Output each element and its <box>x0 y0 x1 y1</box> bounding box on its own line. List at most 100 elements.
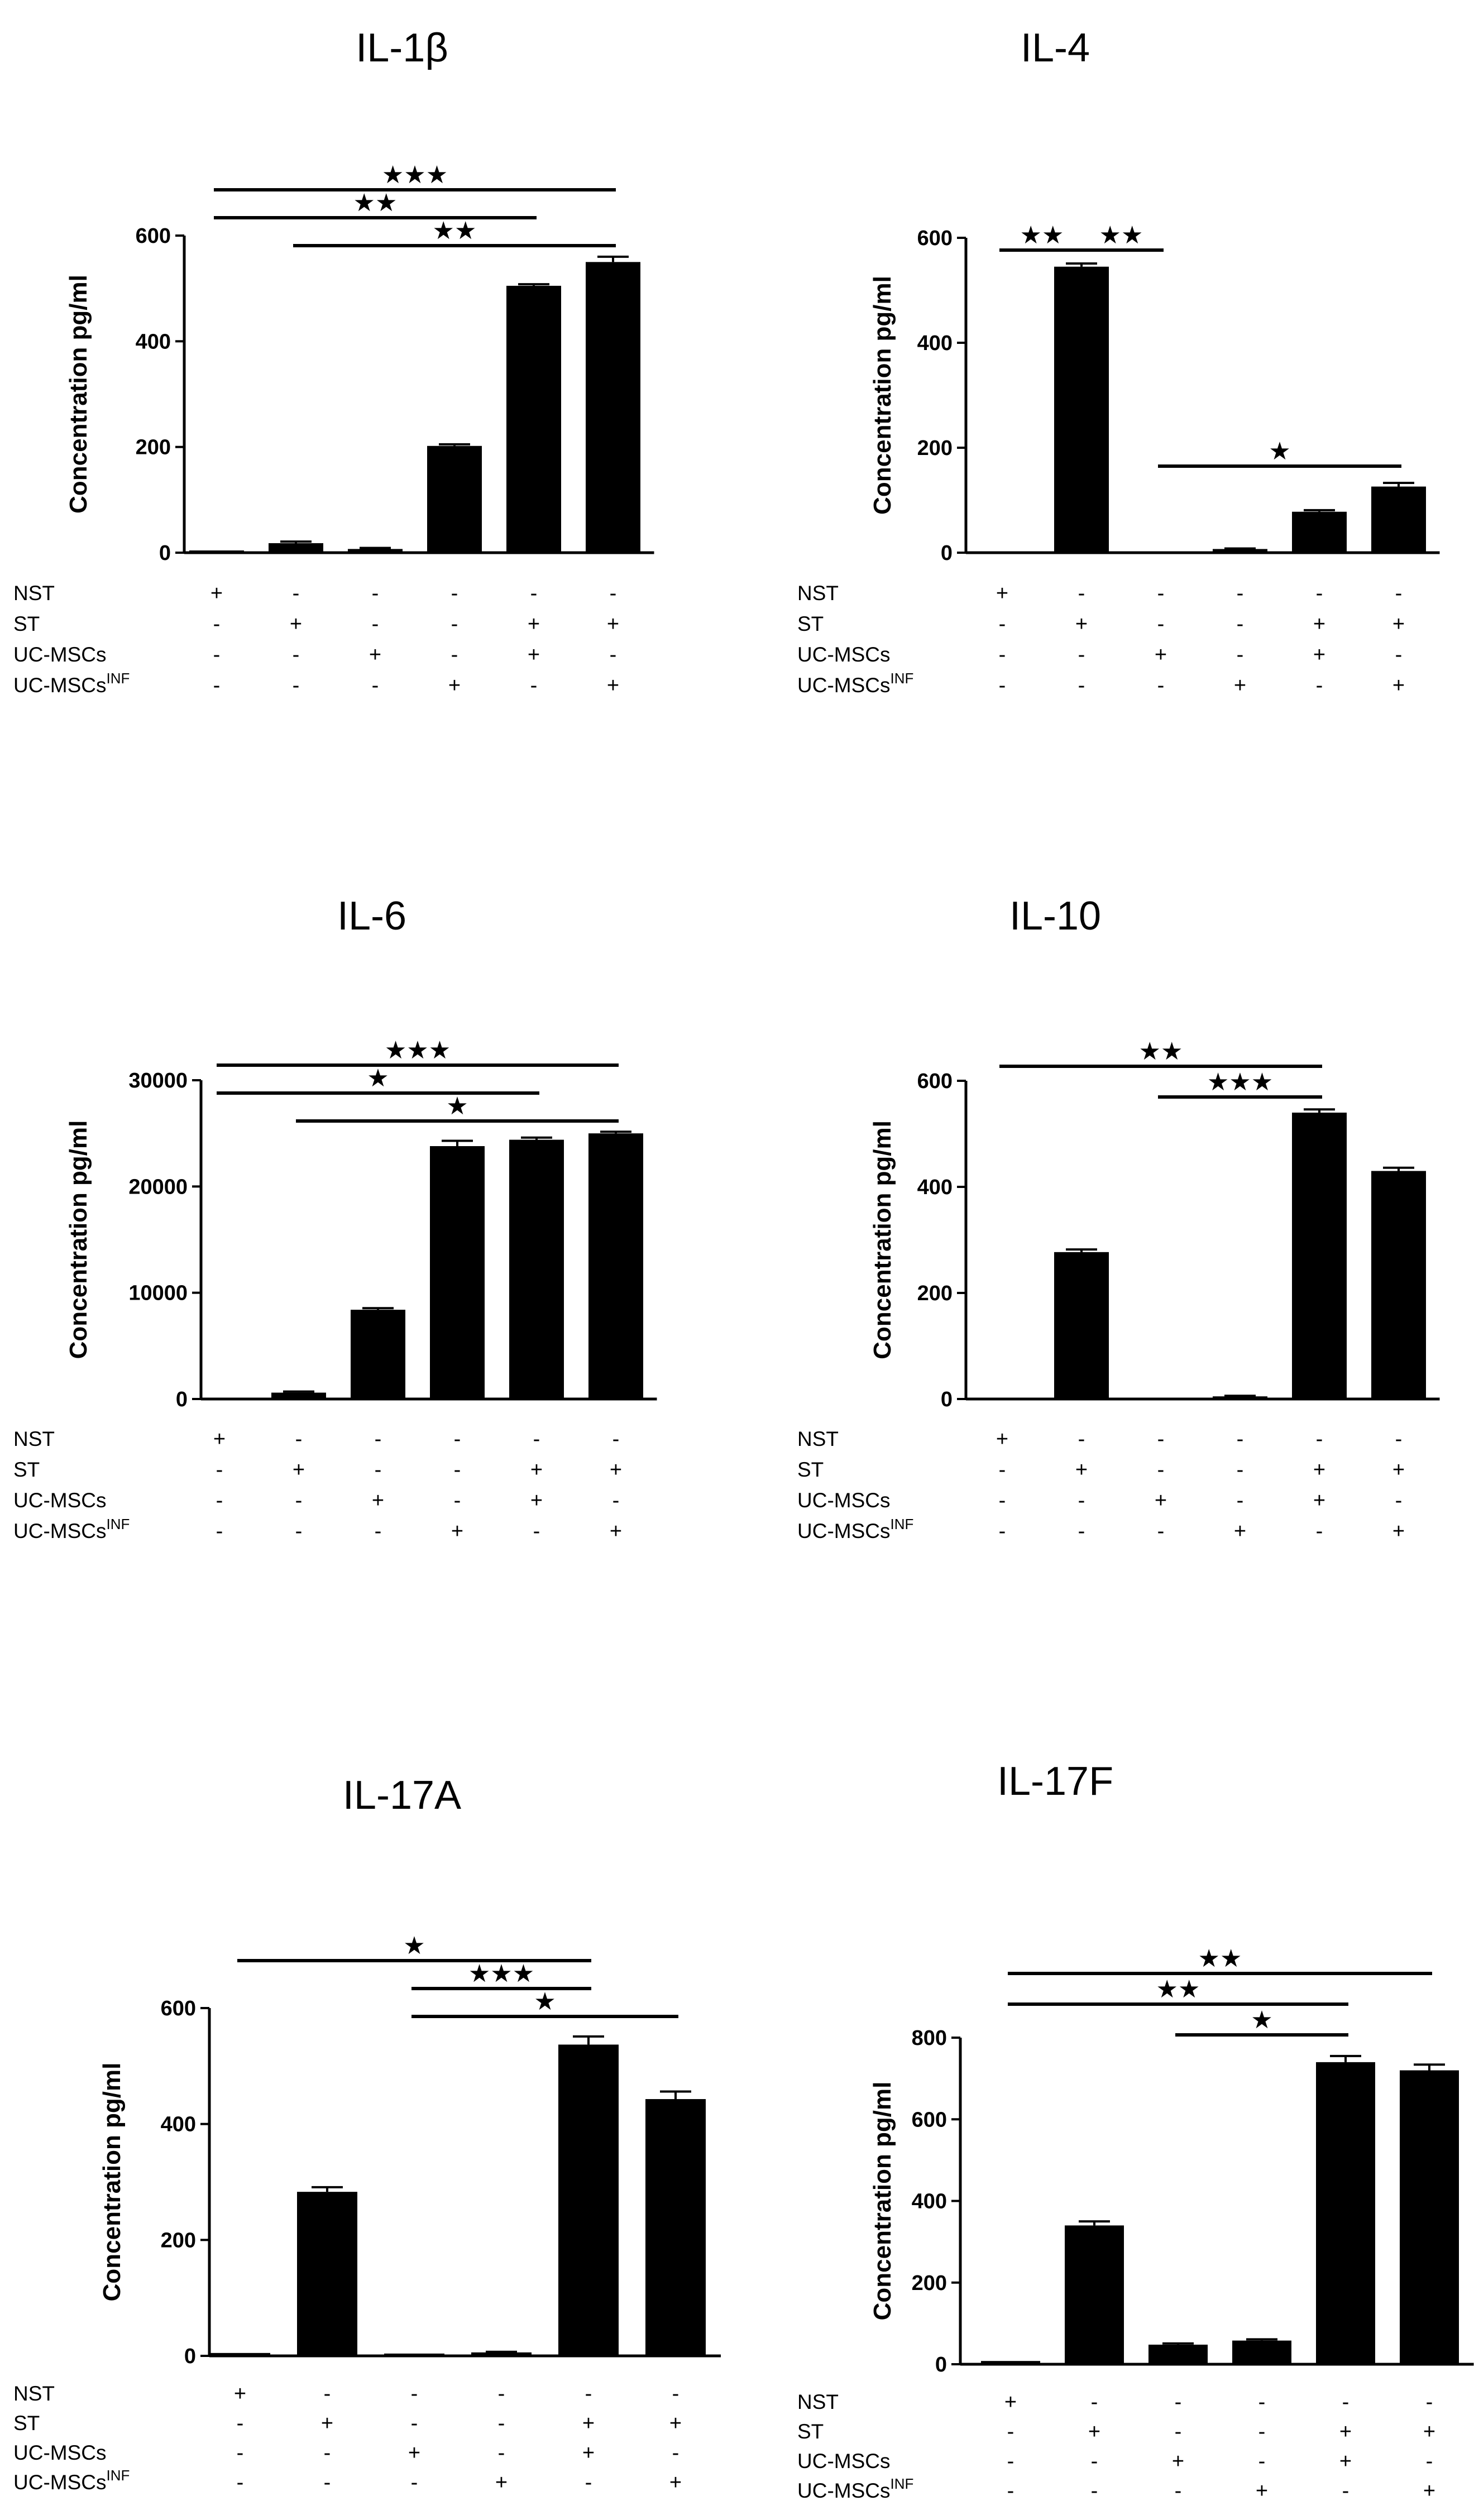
condition-row-label: UC-MSCs <box>797 2450 890 2473</box>
condition-mark: - <box>610 582 617 605</box>
significance-stars: ★★ <box>1139 1038 1183 1065</box>
condition-row-label: UC-MSCsINF <box>797 1516 913 1542</box>
chart-title: IL-6 <box>337 894 406 938</box>
condition-mark: - <box>1237 1427 1244 1451</box>
condition-row-label: UC-MSCsINF <box>13 2467 130 2494</box>
bar-3 <box>1148 2344 1208 2364</box>
condition-mark: - <box>1237 1489 1244 1512</box>
condition-mark: - <box>216 1489 223 1512</box>
y-tick-label: 10000 <box>128 1282 188 1305</box>
significance-stars: ★ <box>446 1093 468 1120</box>
condition-mark: - <box>999 1520 1006 1543</box>
bar-5 <box>1316 2062 1375 2364</box>
condition-mark: - <box>1007 2420 1014 2444</box>
bar-2 <box>1054 266 1109 553</box>
condition-mark: - <box>375 1520 382 1543</box>
condition-mark: - <box>1157 1458 1165 1482</box>
condition-mark: - <box>216 1458 223 1482</box>
condition-mark: + <box>369 643 381 667</box>
bar-2 <box>297 2192 357 2356</box>
condition-mark: + <box>1088 2420 1100 2444</box>
condition-mark: - <box>295 1427 303 1451</box>
y-tick-label: 400 <box>917 332 953 355</box>
significance-stars: ★★ <box>353 189 398 217</box>
condition-row-label: ST <box>797 1458 824 1481</box>
condition-row-label: ST <box>13 1458 40 1481</box>
y-axis-label: Concentration pg/ml <box>98 2063 126 2302</box>
condition-mark: - <box>672 2441 679 2465</box>
condition-mark: - <box>213 674 221 697</box>
condition-mark: - <box>1342 2479 1349 2503</box>
condition-mark: + <box>1423 2479 1435 2503</box>
bar-4 <box>430 1146 485 1399</box>
condition-mark: + <box>1313 612 1325 636</box>
condition-row-label: UC-MSCs <box>13 643 106 666</box>
condition-mark: + <box>213 1427 226 1451</box>
condition-mark: - <box>411 2471 418 2494</box>
condition-mark: - <box>1007 2450 1014 2473</box>
condition-mark: + <box>1075 612 1088 636</box>
y-tick-label: 200 <box>917 1282 953 1305</box>
condition-mark: - <box>610 643 617 667</box>
condition-mark: - <box>1175 2479 1182 2503</box>
condition-mark: - <box>237 2441 244 2465</box>
bar-6 <box>1371 486 1426 553</box>
condition-mark: - <box>1091 2390 1098 2414</box>
y-tick-label: 200 <box>161 2229 196 2252</box>
condition-row-label: ST <box>797 612 824 635</box>
bar-5 <box>1292 1113 1347 1399</box>
condition-mark: + <box>1392 612 1405 636</box>
condition-mark: - <box>999 612 1006 636</box>
condition-mark: + <box>1423 2420 1435 2444</box>
condition-mark: - <box>1157 674 1165 697</box>
condition-mark: - <box>1426 2390 1433 2414</box>
condition-mark: + <box>290 612 302 636</box>
y-tick-label: 200 <box>136 436 171 459</box>
condition-mark: + <box>610 1520 622 1543</box>
condition-mark: - <box>1157 1520 1165 1543</box>
y-tick-label: 400 <box>161 2113 196 2136</box>
significance-stars: ★★ <box>1156 1976 1200 2003</box>
condition-mark: + <box>582 2412 595 2435</box>
condition-mark: + <box>321 2412 333 2435</box>
condition-mark: + <box>1256 2479 1268 2503</box>
condition-mark: - <box>1395 643 1403 667</box>
condition-row-label: UC-MSCs <box>797 643 890 666</box>
y-tick-label: 20000 <box>128 1175 188 1199</box>
condition-mark: - <box>1237 1458 1244 1482</box>
condition-row-label: UC-MSCs <box>797 1489 890 1512</box>
significance-stars: ★★★ <box>468 1960 534 1987</box>
condition-row-label: ST <box>13 2412 40 2435</box>
condition-mark: + <box>1339 2420 1352 2444</box>
condition-mark: + <box>293 1458 305 1482</box>
bar-2 <box>1065 2225 1124 2364</box>
condition-mark: - <box>411 2382 418 2406</box>
condition-mark: + <box>1392 1520 1405 1543</box>
condition-row-label: UC-MSCsINF <box>13 1516 130 1542</box>
condition-row-label: NST <box>13 2382 55 2405</box>
condition-mark: + <box>607 674 619 697</box>
condition-mark: - <box>999 1458 1006 1482</box>
bar-4 <box>427 445 482 553</box>
condition-mark: + <box>1339 2450 1352 2473</box>
condition-mark: - <box>1078 1489 1085 1512</box>
condition-mark: - <box>1091 2479 1098 2503</box>
condition-row-label: NST <box>13 582 55 605</box>
condition-mark: - <box>1078 582 1085 605</box>
bar-6 <box>588 1133 643 1399</box>
y-tick-label: 600 <box>912 2108 947 2131</box>
condition-mark: - <box>1395 582 1403 605</box>
bar-1 <box>981 2361 1040 2364</box>
bar-5 <box>506 285 561 553</box>
condition-mark: - <box>454 1458 461 1482</box>
y-tick-label: 800 <box>912 2026 947 2050</box>
y-axis-label: Concentration pg/ml <box>65 1120 92 1359</box>
bar-2 <box>1054 1252 1109 1399</box>
y-tick-label: 30000 <box>128 1069 188 1093</box>
condition-mark: - <box>1426 2450 1433 2473</box>
bar-4 <box>1213 1396 1267 1399</box>
